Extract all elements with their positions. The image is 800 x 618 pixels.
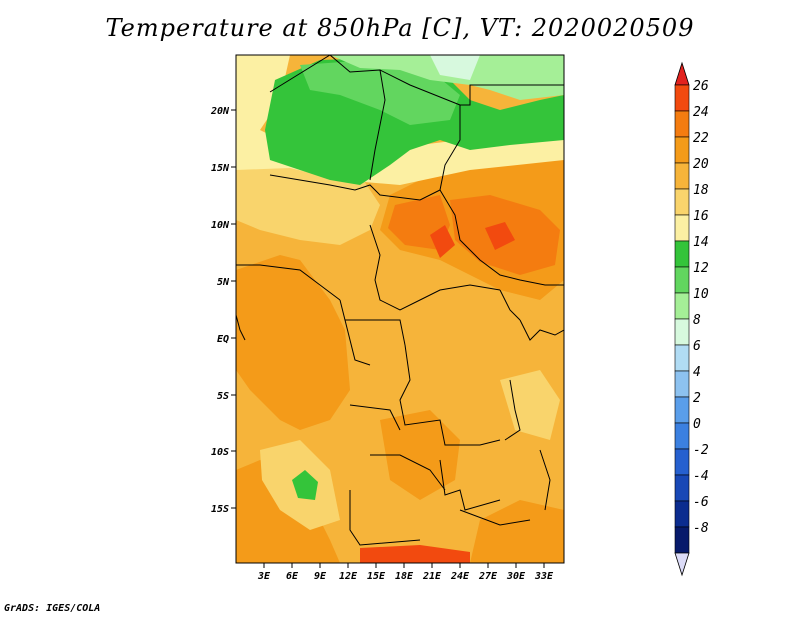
colorbar-label: 8 — [693, 313, 701, 328]
colorbar-swatch — [674, 448, 690, 476]
lon-label-30e: 30E — [506, 571, 526, 582]
colorbar-label: 26 — [693, 79, 709, 94]
colorbar-swatch — [674, 266, 690, 294]
colorbar-label: 4 — [693, 365, 701, 380]
field-20-22-mid — [380, 410, 460, 500]
colorbar-swatch — [674, 500, 690, 528]
colorbar-swatch — [674, 344, 690, 372]
colorbar-swatch — [674, 292, 690, 320]
chart-title: Temperature at 850hPa [C], VT: 202002050… — [105, 14, 695, 42]
lon-axis: 3E 6E 9E 12E 15E 18E 21E 24E 27E 30E 33E — [257, 563, 554, 582]
colorbar-bottom-arrow — [674, 552, 690, 577]
colorbar-swatch — [674, 162, 690, 190]
lon-label-27e: 27E — [478, 571, 498, 582]
colorbar-label: 24 — [693, 105, 709, 120]
field-24-26-spot1 — [430, 225, 455, 258]
colorbar-swatch — [674, 396, 690, 424]
lat-label-15n: 15N — [211, 163, 230, 174]
colorbar-label: -8 — [693, 521, 709, 536]
field-20-22-se — [470, 500, 564, 563]
lon-label-9e: 9E — [314, 571, 327, 582]
colorbar-swatch — [674, 214, 690, 242]
colorbar-swatch — [674, 474, 690, 502]
colorbar-label: 12 — [693, 261, 709, 276]
colorbar-swatch — [674, 526, 690, 554]
lat-label-5s: 5S — [217, 391, 229, 402]
colorbar-swatch — [674, 240, 690, 268]
colorbar-label: -2 — [693, 443, 709, 458]
lon-label-24e: 24E — [450, 571, 470, 582]
lon-label-12e: 12E — [339, 571, 358, 582]
lat-label-20n: 20N — [210, 106, 230, 117]
field-6-8-ne — [430, 55, 480, 80]
field-24-26-south — [360, 545, 470, 563]
colorbar-label: 16 — [693, 209, 709, 224]
colorbar-label: 10 — [693, 287, 709, 302]
colorbar-top-arrow — [674, 61, 690, 86]
country-borders — [236, 55, 564, 546]
colorbar-swatch — [674, 110, 690, 138]
lat-label-eq: EQ — [217, 334, 229, 345]
colorbar-swatch — [674, 422, 690, 450]
field-8-10-ne — [470, 55, 564, 100]
colorbar-swatch — [674, 84, 690, 112]
colorbar-swatch — [674, 370, 690, 398]
lat-label-10n: 10N — [211, 220, 230, 231]
lon-label-15e: 15E — [367, 571, 386, 582]
colorbar-label: 22 — [693, 131, 709, 146]
colorbar-swatch — [674, 136, 690, 164]
lon-label-21e: 21E — [422, 571, 442, 582]
lon-label-18e: 18E — [395, 571, 414, 582]
colorbar-swatch — [674, 188, 690, 216]
colorbar-label: 20 — [693, 157, 709, 172]
colorbar-label: -6 — [693, 495, 709, 510]
footer-credit: GrADS: IGES/COLA — [4, 603, 101, 614]
field-24-26-spot2 — [485, 222, 515, 250]
field-16-18-east — [500, 370, 560, 440]
colorbar-swatch — [674, 318, 690, 346]
colorbar-label: 0 — [693, 417, 701, 432]
field-12-14-spot-south — [292, 470, 318, 500]
temperature-field — [236, 55, 564, 563]
lon-label-6e: 6E — [286, 571, 299, 582]
colorbar-label: 18 — [693, 183, 709, 198]
colorbar-label: 2 — [693, 391, 701, 406]
lat-axis: 20N 15N 10N 5N EQ 5S 10S 15S — [210, 106, 236, 515]
field-20-22-center — [236, 255, 350, 430]
colorbar-label: 14 — [693, 235, 709, 250]
lon-label-3e: 3E — [257, 571, 271, 582]
colorbar-label: 6 — [693, 339, 701, 354]
colorbar-label: -4 — [693, 469, 709, 484]
lat-label-5n: 5N — [217, 277, 230, 288]
lat-label-10s: 10S — [211, 447, 229, 458]
map-frame — [235, 54, 565, 564]
lat-label-15s: 15S — [211, 504, 229, 515]
lon-label-33e: 33E — [534, 571, 554, 582]
